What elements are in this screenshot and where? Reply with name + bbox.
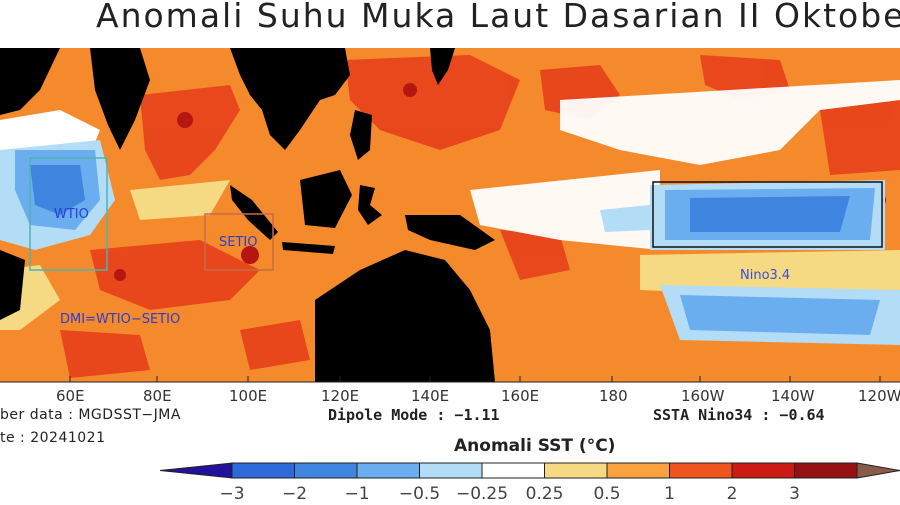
cool-anomaly-regions [0,140,900,345]
lon-label-180: 180 [599,387,628,405]
colorbar-segment [794,462,858,479]
nino34-label: Nino3.4 [740,268,791,283]
colorbar-title: Anomali SST (°C) [454,436,616,456]
colorbar-segment [294,462,358,479]
colorbar-tick-label: 0.5 [593,484,621,504]
colorbar-segment [606,462,670,479]
lon-label-120e: 120E [321,387,360,405]
colorbar-tick-label: −1 [344,484,370,504]
land-masses [0,48,495,382]
lon-label-120w: 120W [858,387,900,405]
lon-label-140e: 140E [411,387,450,405]
sst-anomaly-map [0,48,900,383]
lon-label-80e: 80E [143,387,172,405]
colorbar-segment [356,462,420,479]
data-date: te : 20241021 [0,430,106,446]
ssta-nino34-value: SSTA Nino34 : −0.64 [653,406,825,424]
lon-label-60e: 60E [56,387,85,405]
longitude-ticks [69,376,881,382]
setio-box [204,213,274,271]
lon-label-100e: 100E [229,387,268,405]
dmi-formula: DMI=WTIO−SETIO [60,312,181,327]
colorbar-segment [481,462,545,479]
wtio-box [29,157,108,271]
colorbar-tick-label: −0.25 [455,484,509,504]
colorbar-segment [231,462,295,479]
nino34-box [652,181,883,248]
colorbar-tick-label: −2 [281,484,308,504]
colorbar-low-extension [159,462,233,479]
lon-label-140w: 140W [771,387,815,405]
colorbar-segment [669,462,733,479]
colorbar-tick-label: 2 [726,484,738,504]
colorbar-segment [419,462,483,479]
colorbar-tick-label: −0.5 [398,484,441,504]
lon-label-160w: 160W [681,387,725,405]
colorbar-segment [544,462,608,479]
colorbar-tick-label: 0.25 [525,484,564,504]
colorbar-high-extension [856,462,900,479]
dipole-mode-value: Dipole Mode : −1.11 [328,406,500,424]
setio-label: SETIO [219,235,258,250]
colorbar-tick-label: 3 [789,484,800,504]
colorbar-tick-label: 1 [664,484,675,504]
lon-label-160e: 160E [501,387,540,405]
neutral-anomaly-bands [0,80,900,330]
map-title: Anomali Suhu Muka Laut Dasarian II Oktob… [96,0,900,35]
colorbar-tick-label: −3 [219,484,245,504]
colorbar-segment [731,462,795,479]
wtio-label: WTIO [54,207,89,222]
data-source: ber data : MGDSST−JMA [0,407,181,423]
